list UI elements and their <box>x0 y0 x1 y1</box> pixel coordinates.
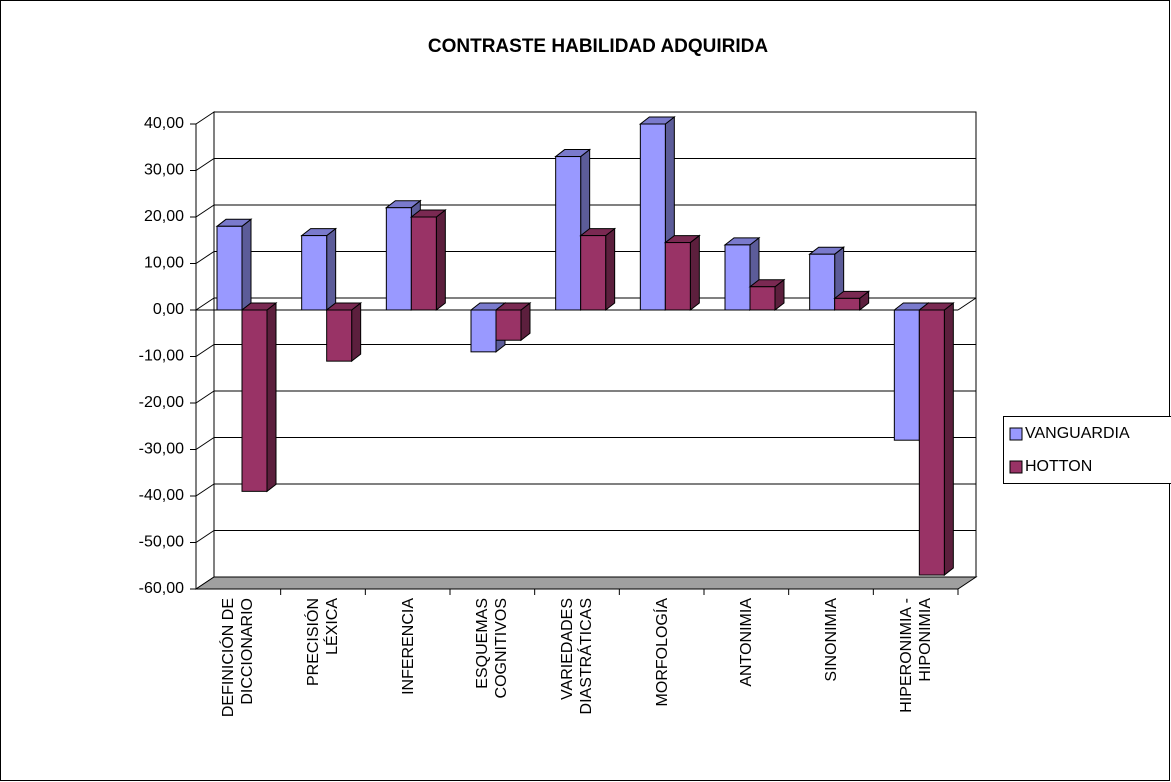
grid-line-side <box>195 390 215 404</box>
y-tick-label: 40,00 <box>144 115 184 132</box>
x-tick-label: SINONIMIA <box>822 598 840 682</box>
bar-side <box>326 227 337 312</box>
floor <box>194 576 978 590</box>
grid-line-side <box>195 158 215 171</box>
bar-side <box>435 208 446 312</box>
y-tick-label: 10,00 <box>144 255 184 272</box>
bar <box>639 123 666 311</box>
bar-side <box>241 218 252 312</box>
zero-line-side <box>957 297 977 311</box>
bar <box>385 207 412 311</box>
y-tick-label: -50,00 <box>139 534 184 551</box>
y-tick-label: -30,00 <box>139 441 184 458</box>
bar <box>410 216 437 311</box>
y-tick-label: -10,00 <box>139 348 184 365</box>
x-tick-label: MORFOLOGÍA <box>653 598 671 707</box>
x-tick-label: INFERENCIA <box>399 598 417 695</box>
x-tick-label: PRECISIÓN LÉXICA <box>305 598 341 687</box>
legend-swatch <box>1009 427 1023 441</box>
y-tick-label: 20,00 <box>144 208 184 225</box>
bar-side <box>266 301 277 493</box>
legend-label: VANGUARDIA <box>1025 425 1130 442</box>
legend-box <box>1003 416 1171 484</box>
bar-side <box>351 301 362 363</box>
grid-line-side <box>195 204 215 218</box>
legend-swatch <box>1009 460 1023 474</box>
grid-line-side <box>195 437 215 450</box>
y-tick-label: -40,00 <box>139 487 184 504</box>
grid-line-side <box>195 251 215 264</box>
bar <box>749 286 776 311</box>
bar <box>216 225 243 311</box>
grid-line-side <box>195 483 215 497</box>
bar <box>301 235 328 311</box>
grid-line-side <box>195 530 215 543</box>
x-tick-label: ESQUEMAS COGNITIVOS <box>474 598 511 699</box>
y-tick-label: -20,00 <box>139 394 184 411</box>
bar <box>918 309 945 576</box>
bar <box>495 309 522 341</box>
x-tick-label: ANTONIMIA <box>737 598 755 687</box>
grid-line-side <box>195 297 215 311</box>
bar <box>326 309 353 362</box>
y-tick-label: 30,00 <box>144 162 184 179</box>
chart-title: CONTRASTE HABILIDAD ADQUIRIDA <box>428 36 769 57</box>
grid-line-side <box>195 344 215 357</box>
y-tick-label: -60,00 <box>139 580 184 597</box>
x-tick-label: HIPERONIMIA - HIPONIMIA <box>897 598 934 713</box>
bar <box>241 309 268 492</box>
bar <box>834 297 861 311</box>
x-tick-label: DEFINICIÓN DE DICCIONARIO <box>220 598 257 718</box>
bar <box>555 156 582 311</box>
bar-side <box>605 227 616 312</box>
y-tick-label: 0,00 <box>153 301 184 318</box>
bar <box>664 242 691 311</box>
bar <box>724 244 751 311</box>
x-tick-label: VARIEDADES DIASTRÁTICAS <box>559 598 595 715</box>
bar <box>893 309 920 441</box>
bar-side <box>689 234 700 312</box>
bar-side <box>943 301 954 577</box>
legend-label: HOTTON <box>1025 458 1092 475</box>
bar <box>470 309 497 353</box>
bar <box>580 235 607 311</box>
bar <box>809 253 836 311</box>
